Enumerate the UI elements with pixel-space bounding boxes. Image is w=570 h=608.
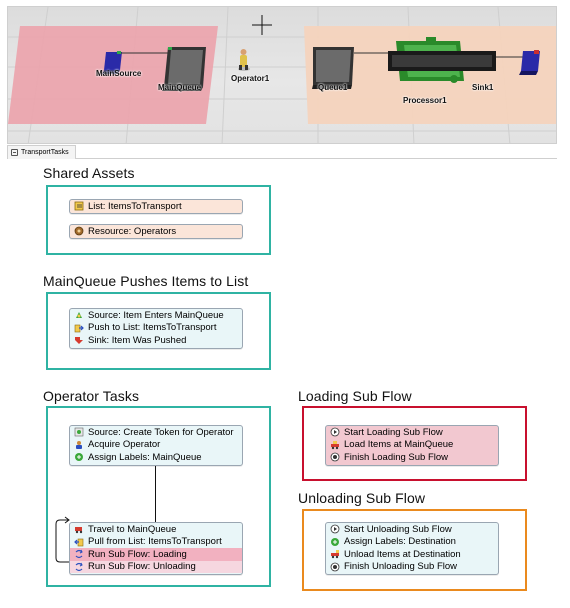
start-icon	[330, 427, 340, 437]
travel-label: Travel to MainQueue	[88, 523, 177, 535]
run-subflow-loading-label: Run Sub Flow: Loading	[88, 548, 187, 560]
push-activity-block[interactable]: Source: Item Enters MainQueue Push to Li…	[69, 308, 243, 349]
push-list-label: Push to List: ItemsToTransport	[88, 322, 217, 334]
activity-assign-destination[interactable]: Assign Labels: Destination	[326, 536, 498, 549]
activity-assign-labels-mainqueue[interactable]: Assign Labels: MainQueue	[70, 451, 242, 464]
tab-label: TransportTasks	[21, 149, 69, 156]
activity-create-token[interactable]: Source: Create Token for Operator	[70, 426, 242, 439]
main-queue-object	[162, 47, 206, 91]
source-icon	[74, 427, 84, 437]
list-label: List: ItemsToTransport	[88, 200, 182, 212]
label-main-queue: MainQueue	[158, 83, 202, 92]
loading-subflow-block[interactable]: Start Loading Sub Flow Load Items at Mai…	[325, 425, 499, 466]
sink-icon	[74, 335, 84, 345]
unloading-subflow-block[interactable]: Start Unloading Sub Flow Assign Labels: …	[325, 522, 499, 575]
start-unloading-label: Start Unloading Sub Flow	[344, 523, 452, 535]
activity-start-unloading[interactable]: Start Unloading Sub Flow	[326, 523, 498, 536]
create-token-label: Source: Create Token for Operator	[88, 426, 234, 438]
activity-pull[interactable]: Pull from List: ItemsToTransport	[70, 536, 242, 549]
acquire-icon	[74, 440, 84, 450]
crosshair-icon	[252, 15, 272, 35]
activity-acquire-operator[interactable]: Acquire Operator	[70, 439, 242, 452]
pull-icon	[74, 537, 84, 547]
assign-icon	[74, 452, 84, 462]
resource-label: Resource: Operators	[88, 225, 177, 237]
operator-tasks-title: Operator Tasks	[43, 388, 140, 404]
push-activity-sink[interactable]: Sink: Item Was Pushed	[70, 334, 242, 347]
push-activity-source[interactable]: Source: Item Enters MainQueue	[70, 309, 242, 322]
activity-run-subflow-unloading[interactable]: Run Sub Flow: Unloading	[70, 560, 242, 573]
processor1-object	[388, 37, 496, 83]
resource-operators-block[interactable]: Resource: Operators	[69, 224, 243, 239]
finish-icon	[330, 452, 340, 462]
push-activity-push[interactable]: Push to List: ItemsToTransport	[70, 322, 242, 335]
label-queue: Queue1	[318, 83, 348, 92]
document-tab-bar: TransportTasks	[7, 145, 557, 159]
process-flow-icon	[11, 149, 18, 156]
start-icon	[330, 524, 340, 534]
push-section-title: MainQueue Pushes Items to List	[43, 273, 249, 289]
label-sink: Sink1	[472, 83, 494, 92]
resource-activity[interactable]: Resource: Operators	[70, 225, 242, 238]
tab-transport-tasks[interactable]: TransportTasks	[7, 145, 76, 159]
list-icon	[74, 201, 84, 211]
assign-destination-label: Assign Labels: Destination	[344, 536, 456, 548]
run-subflow-unloading-label: Run Sub Flow: Unloading	[88, 561, 196, 573]
main-source-object	[102, 51, 122, 74]
source-area-floor	[8, 26, 218, 124]
label-operator: Operator1	[231, 74, 270, 83]
unloading-subflow-title: Unloading Sub Flow	[298, 490, 426, 506]
label-processor: Processor1	[403, 96, 447, 105]
label-main-source: MainSource	[96, 69, 142, 78]
subflow-icon	[74, 549, 84, 559]
subflow-icon	[74, 562, 84, 572]
travel-icon	[74, 524, 84, 534]
loading-subflow-title: Loading Sub Flow	[298, 388, 412, 404]
operator-block-1[interactable]: Source: Create Token for Operator Acquir…	[69, 425, 243, 466]
load-icon	[330, 440, 340, 450]
loop-back-arrow	[55, 516, 70, 563]
shared-assets-title: Shared Assets	[43, 165, 135, 181]
push-sink-label: Sink: Item Was Pushed	[88, 334, 187, 346]
flow-connector	[155, 466, 156, 523]
finish-unloading-label: Finish Unloading Sub Flow	[344, 561, 458, 573]
unload-items-label: Unload Items at Destination	[344, 548, 461, 560]
operator-object	[238, 49, 250, 71]
acquire-operator-label: Acquire Operator	[88, 439, 161, 451]
resource-icon	[74, 226, 84, 236]
sink1-object	[519, 50, 540, 75]
unload-icon	[330, 549, 340, 559]
queue1-object	[312, 47, 354, 89]
activity-finish-unloading[interactable]: Finish Unloading Sub Flow	[326, 561, 498, 574]
push-source-label: Source: Item Enters MainQueue	[88, 309, 224, 321]
source-icon	[74, 310, 84, 320]
activity-load-items[interactable]: Load Items at MainQueue	[326, 439, 498, 452]
load-items-label: Load Items at MainQueue	[344, 439, 454, 451]
model-canvas[interactable]	[8, 7, 557, 144]
activity-start-loading[interactable]: Start Loading Sub Flow	[326, 426, 498, 439]
start-loading-label: Start Loading Sub Flow	[344, 426, 443, 438]
activity-travel[interactable]: Travel to MainQueue	[70, 523, 242, 536]
assign-labels-mainqueue-label: Assign Labels: MainQueue	[88, 451, 202, 463]
pull-label: Pull from List: ItemsToTransport	[88, 536, 222, 548]
activity-unload-items[interactable]: Unload Items at Destination	[326, 548, 498, 561]
push-icon	[74, 323, 84, 333]
activity-run-subflow-loading[interactable]: Run Sub Flow: Loading	[70, 548, 242, 561]
model-3d-view[interactable]: MainSource MainQueue Operator1 Queue1 Pr…	[7, 6, 557, 144]
finish-loading-label: Finish Loading Sub Flow	[344, 451, 449, 463]
list-activity[interactable]: List: ItemsToTransport	[70, 200, 242, 213]
finish-icon	[330, 562, 340, 572]
operator-block-2[interactable]: Travel to MainQueue Pull from List: Item…	[69, 522, 243, 575]
list-items-to-transport-block[interactable]: List: ItemsToTransport	[69, 199, 243, 214]
activity-finish-loading[interactable]: Finish Loading Sub Flow	[326, 451, 498, 464]
assign-icon	[330, 537, 340, 547]
shared-assets-group	[46, 185, 271, 255]
